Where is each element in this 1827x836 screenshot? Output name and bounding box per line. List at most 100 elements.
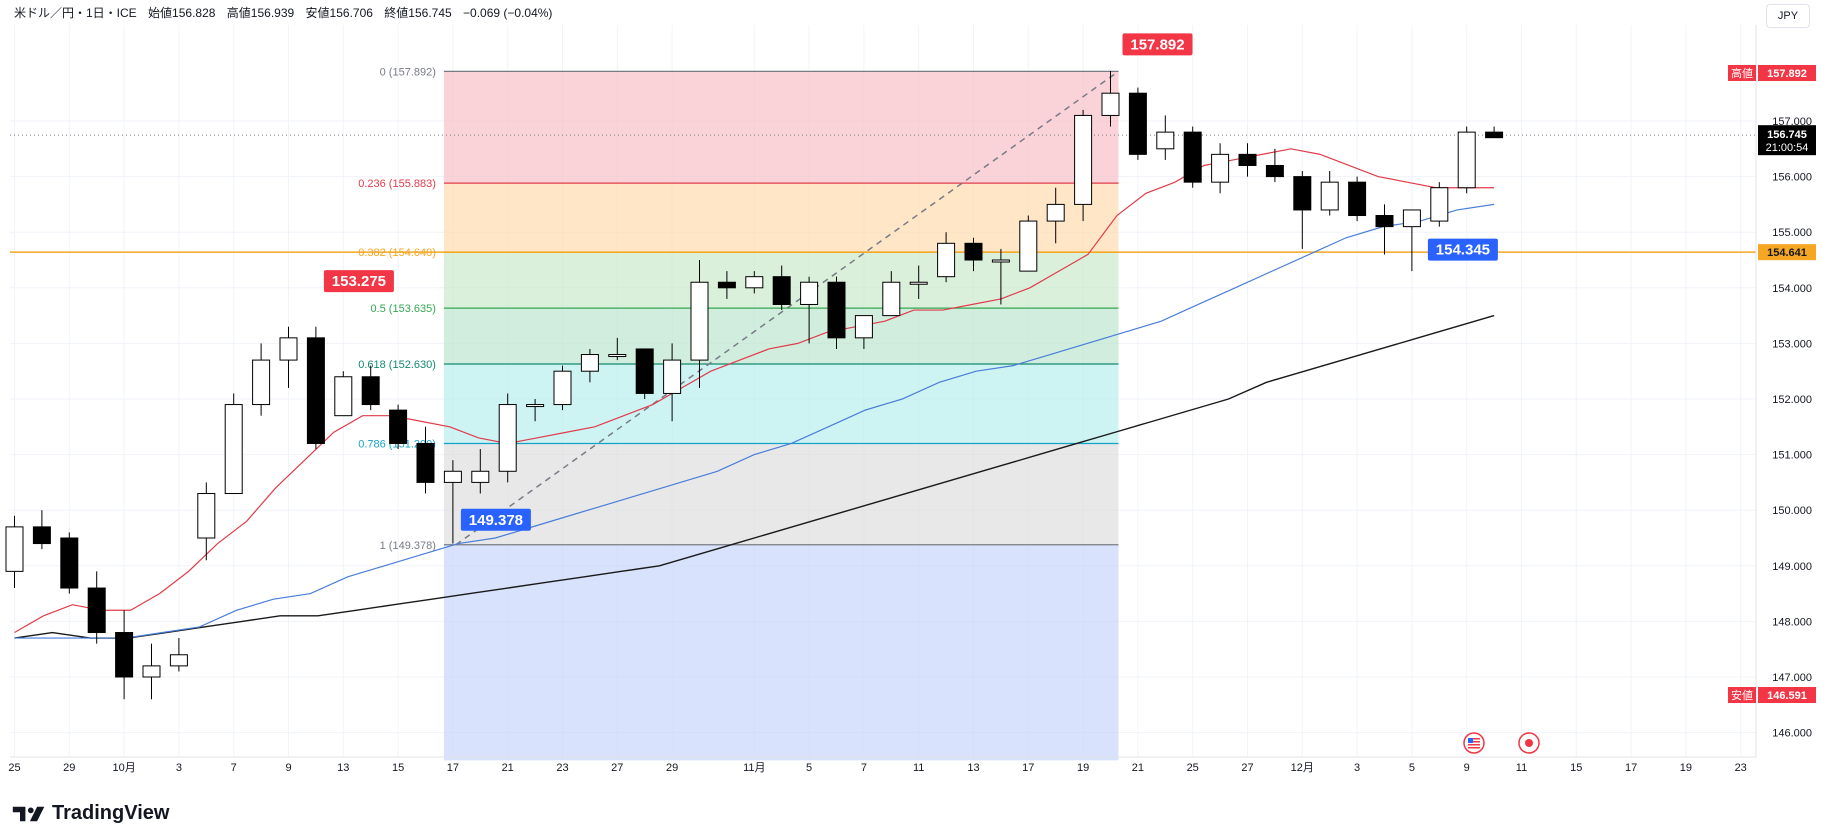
price-tag-bg [1758,244,1816,261]
price-tag-label: 安値 [1731,688,1753,702]
x-tick-label: 25 [8,762,20,774]
x-tick-label: 15 [392,762,404,774]
x-tick-label: 17 [447,762,459,774]
callout-text: 157.892 [1130,36,1184,53]
candle-body [1402,209,1421,228]
x-tick-label: 17 [1022,762,1034,774]
candle-body [197,493,216,539]
flag-stripe [1468,741,1480,743]
candle-body [1183,131,1202,183]
price-callout: 154.345 [1427,238,1498,261]
price-tag-bg [1758,687,1816,703]
x-tick-label: 21 [1132,762,1144,774]
candle-body [1019,220,1038,272]
us-flag-icon[interactable] [1463,732,1485,754]
x-tick-label: 23 [1735,762,1747,774]
candle-body [115,632,134,678]
candle-body [1375,215,1394,228]
candle-body [443,470,462,483]
x-tick-label: 11月 [743,762,765,774]
currency-button[interactable]: JPY [1766,4,1810,28]
close-value: 156.745 [408,6,452,20]
candle-body [416,442,435,483]
x-tick-label: 13 [967,762,979,774]
price-tag-label: 高値 [1731,66,1753,80]
callout-text: 154.345 [1436,242,1490,259]
candle-body [1211,153,1230,183]
x-tick-label: 29 [666,762,678,774]
fib-level-label: 0.618 (152.630) [358,359,436,371]
x-tick-label: 7 [231,762,237,774]
price-tag-value: 154.641 [1767,247,1807,259]
x-tick-label: 17 [1625,762,1637,774]
x-tick-label: 9 [1464,762,1470,774]
candle-body [60,537,79,589]
fib-level-label: 1 (149.378) [380,540,436,552]
low-value: 156.706 [329,6,373,20]
candle-body [580,354,599,372]
callout-box [460,508,531,531]
candle-body [1485,131,1504,139]
event-dot [1525,739,1533,747]
candle-body [909,281,928,285]
price-chart[interactable]: 0 (157.892) 0.236 (155.883) 0.382 (154.640… [0,0,1827,790]
candle-body [1265,164,1284,178]
candle-body [964,242,983,261]
price-tag-bg [1758,65,1816,81]
candle-body [937,242,956,278]
candle-body [1320,181,1339,211]
candle-body [32,526,51,545]
y-tick-label: 153.000 [1772,338,1812,350]
candle-body [361,376,380,406]
fib-trend-line [455,70,1119,546]
candle-body [471,470,490,483]
ma-long-line [14,314,1495,639]
event-dot-icon[interactable] [1518,732,1540,754]
fib-zone [443,308,1119,364]
candle-body [389,409,408,444]
candle-body [498,404,517,472]
candle-body [882,281,901,317]
y-tick-label: 151.000 [1772,450,1812,462]
y-tick-label: 157.000 [1772,116,1812,128]
candle-body [827,281,846,339]
y-tick-label: 148.000 [1772,616,1812,628]
fib-zone [443,443,1119,545]
flag-ring [1463,732,1485,754]
fib-level-label: 0.786 (151.200) [358,438,436,450]
price-tag-value: 157.892 [1767,68,1807,80]
open-value: 156.828 [172,6,216,20]
symbol-label: 米ドル／円・1日・ICE [14,6,137,20]
high-price-tag: 高値 157.892 [1728,65,1816,81]
candle-body [635,348,654,394]
y-tick-label: 149.000 [1772,561,1812,573]
y-tick-label: 155.000 [1772,227,1812,239]
y-tick-label: 146.000 [1772,728,1812,740]
candle-body [608,354,627,358]
x-tick-label: 27 [1241,762,1253,774]
candle-body [224,404,243,495]
candle-body [252,359,271,406]
price-tag-value: 146.591 [1767,690,1807,702]
candle-body [717,281,736,289]
price-callout: 153.275 [323,270,394,293]
fib-level-label: 0.5 (153.635) [370,303,435,315]
candle-body [1430,187,1449,222]
last-price-bg [1758,125,1816,156]
x-tick-label: 29 [63,762,75,774]
x-tick-label: 5 [806,762,812,774]
candle-body [553,370,572,406]
tradingview-logo[interactable]: TradingView [12,802,169,825]
fib-zone [443,544,1119,761]
close-label: 終値 [384,6,409,20]
open-label: 始値 [148,6,173,20]
candle-body [772,276,791,305]
x-tick-label: 27 [611,762,623,774]
change-value: −0.069 (−0.04%) [463,6,553,20]
price-tag-label-bg [1728,65,1756,81]
fib-level-label: 0.382 (154.640) [358,247,436,259]
fib-zone [443,363,1119,444]
x-tick-label: 19 [1680,762,1692,774]
callout-box [1427,238,1498,261]
candle-body [1457,131,1476,189]
